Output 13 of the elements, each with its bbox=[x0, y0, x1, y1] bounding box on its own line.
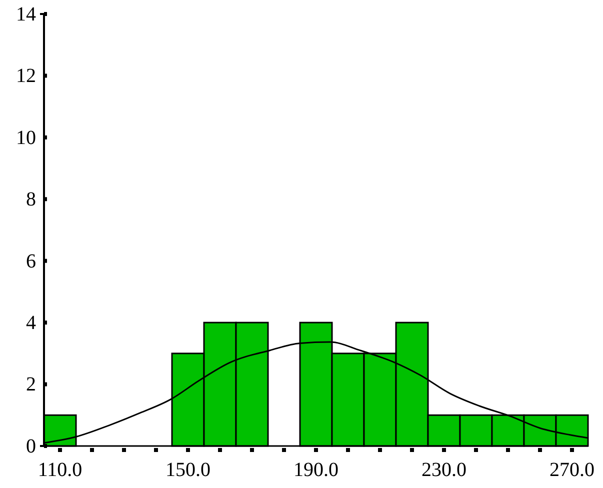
y-tick-label: 4 bbox=[26, 312, 36, 334]
x-tick-label: 190.0 bbox=[294, 459, 338, 482]
y-tick-label: 6 bbox=[26, 250, 36, 272]
y-tick-label: 12 bbox=[16, 65, 36, 88]
y-tick-label: 10 bbox=[16, 126, 36, 149]
x-tick-label: 150.0 bbox=[166, 459, 210, 482]
y-tick-label: 14 bbox=[16, 3, 36, 26]
y-tick-label: 8 bbox=[26, 188, 36, 211]
y-tick-label: 2 bbox=[26, 374, 36, 396]
y-tick-label: 0 bbox=[26, 435, 36, 458]
x-tick-label: 230.0 bbox=[422, 459, 466, 482]
x-tick-label: 270.0 bbox=[550, 459, 594, 482]
x-tick-label: 110.0 bbox=[38, 459, 82, 482]
